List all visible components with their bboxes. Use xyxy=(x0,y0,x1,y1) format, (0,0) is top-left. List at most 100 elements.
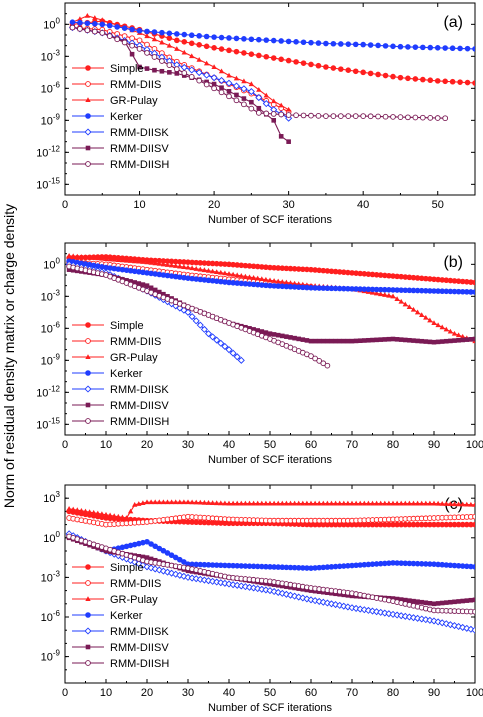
data-point xyxy=(442,115,449,122)
data-point xyxy=(382,113,389,120)
data-point xyxy=(95,510,101,516)
data-point xyxy=(259,500,265,506)
data-point xyxy=(95,255,101,261)
data-point xyxy=(271,278,277,283)
data-point xyxy=(86,254,93,260)
data-point xyxy=(362,338,367,343)
data-point xyxy=(405,44,411,50)
data-point xyxy=(386,500,392,506)
data-point xyxy=(195,69,203,77)
data-point xyxy=(255,500,261,506)
data-point xyxy=(159,39,165,45)
panel-label: (a) xyxy=(443,14,463,31)
data-point xyxy=(423,339,429,344)
data-point xyxy=(308,61,314,68)
data-point xyxy=(285,57,292,64)
data-point xyxy=(419,312,425,317)
legend-marker xyxy=(85,113,91,119)
data-point xyxy=(82,254,89,260)
data-point xyxy=(471,626,475,634)
data-point xyxy=(144,259,150,265)
data-point xyxy=(189,53,195,59)
data-point xyxy=(167,70,172,75)
data-point xyxy=(410,500,417,506)
x-tick-label: 20 xyxy=(141,439,153,451)
data-point xyxy=(386,292,392,298)
data-point xyxy=(369,500,376,506)
data-point xyxy=(443,326,449,332)
data-point xyxy=(197,499,203,505)
legend-marker xyxy=(85,402,91,408)
legend-label: Kerker xyxy=(110,368,143,380)
data-point xyxy=(174,31,180,37)
data-point xyxy=(375,42,381,49)
data-point xyxy=(323,113,329,119)
data-point xyxy=(66,253,72,258)
data-point xyxy=(173,263,179,268)
data-point xyxy=(460,501,466,507)
data-point xyxy=(181,264,187,269)
plot-area xyxy=(65,253,475,369)
data-point xyxy=(448,338,453,344)
data-point xyxy=(246,274,253,280)
data-point xyxy=(275,500,281,506)
data-point xyxy=(328,500,335,506)
data-point xyxy=(123,257,130,263)
data-point xyxy=(174,37,180,44)
data-point xyxy=(280,333,285,339)
legend: Simple RMM-DIIS GR-Pulay Kerker RMM-DIISK RMM… xyxy=(72,320,169,428)
data-point xyxy=(159,68,165,74)
legend-marker xyxy=(85,338,91,344)
data-point xyxy=(70,506,76,512)
data-point xyxy=(129,42,135,49)
data-point xyxy=(152,543,159,550)
x-tick-label: 60 xyxy=(305,687,317,699)
data-point xyxy=(256,86,262,92)
data-point xyxy=(449,78,456,85)
data-point xyxy=(181,70,188,76)
legend-marker xyxy=(85,145,91,151)
data-point xyxy=(144,50,150,56)
data-point xyxy=(266,587,274,595)
legend-label: RMM-DIIS xyxy=(110,79,161,91)
data-point xyxy=(357,500,363,506)
data-point xyxy=(144,499,150,505)
data-point xyxy=(325,338,330,344)
data-point xyxy=(278,102,284,108)
data-point xyxy=(456,337,461,343)
data-point xyxy=(434,78,441,84)
x-tick-label: 0 xyxy=(62,439,68,451)
data-point xyxy=(270,55,277,61)
data-point xyxy=(398,597,404,602)
data-point xyxy=(320,360,327,367)
data-point xyxy=(256,36,262,43)
data-point xyxy=(226,72,232,78)
data-point xyxy=(196,321,204,329)
data-point xyxy=(374,337,379,343)
data-point xyxy=(188,32,195,39)
data-point xyxy=(166,62,173,68)
x-tick-label: 10 xyxy=(133,199,145,211)
y-tick-label: 10-3 xyxy=(41,288,61,303)
data-point xyxy=(382,43,389,49)
data-point xyxy=(177,263,183,269)
data-point xyxy=(315,113,322,119)
data-point xyxy=(315,62,322,69)
data-point xyxy=(222,270,228,276)
data-point xyxy=(337,500,343,506)
data-point xyxy=(128,279,133,284)
data-point xyxy=(300,60,307,66)
data-point xyxy=(439,600,445,606)
data-point xyxy=(164,499,171,505)
data-point xyxy=(136,37,143,44)
data-point xyxy=(327,600,336,608)
data-point xyxy=(316,500,322,506)
data-point xyxy=(157,289,162,295)
legend-label: RMM-DIISH xyxy=(110,159,169,171)
data-point xyxy=(284,334,289,339)
data-point xyxy=(357,338,363,344)
data-point xyxy=(419,338,424,344)
data-point xyxy=(151,29,158,35)
data-point xyxy=(435,339,441,345)
data-point xyxy=(308,112,314,119)
